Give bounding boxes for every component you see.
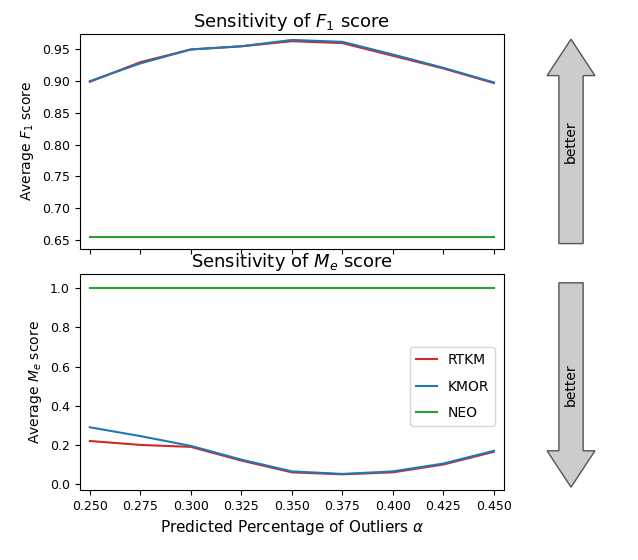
Legend: RTKM, KMOR, NEO: RTKM, KMOR, NEO <box>410 347 495 426</box>
Title: Sensitivity of $M_e$ score: Sensitivity of $M_e$ score <box>191 251 393 273</box>
Y-axis label: Average $M_e$ score: Average $M_e$ score <box>27 320 45 444</box>
X-axis label: Predicted Percentage of Outliers $\alpha$: Predicted Percentage of Outliers $\alpha… <box>160 518 424 537</box>
Text: better: better <box>564 363 578 407</box>
Y-axis label: Average $F_1$ score: Average $F_1$ score <box>20 81 36 202</box>
Title: Sensitivity of $F_1$ score: Sensitivity of $F_1$ score <box>193 11 390 32</box>
Text: better: better <box>564 120 578 163</box>
